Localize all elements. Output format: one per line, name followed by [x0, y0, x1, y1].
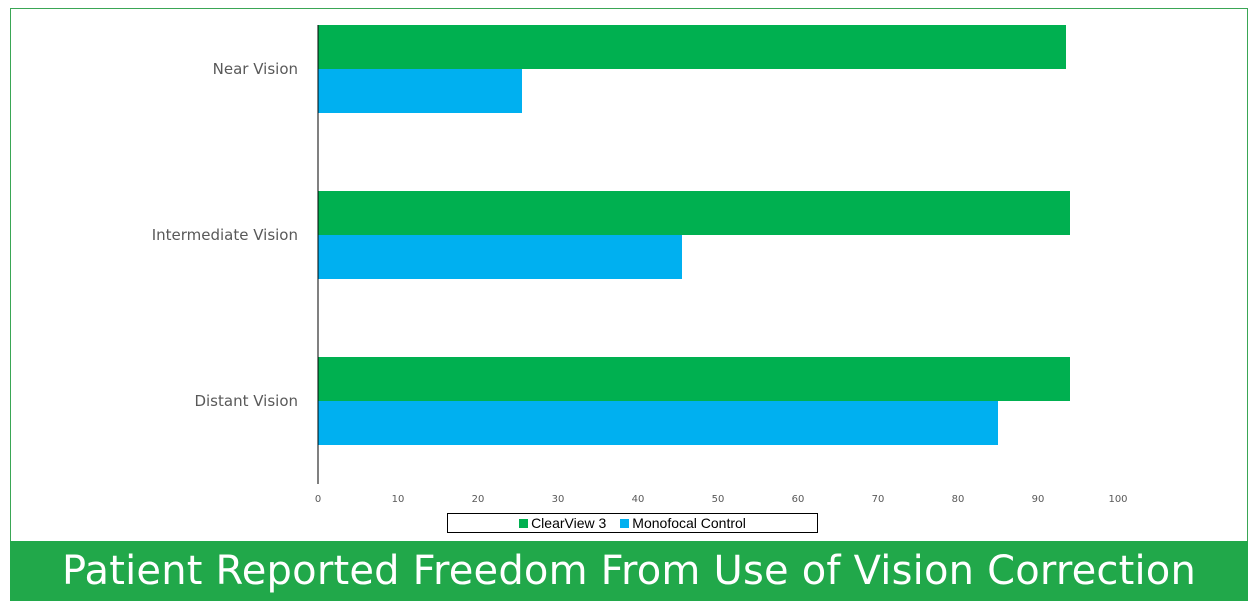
x-tick-label: 40 [632, 494, 645, 505]
title-banner: Patient Reported Freedom From Use of Vis… [10, 541, 1248, 601]
bar-clearview-1 [318, 191, 1070, 235]
bar-clearview-2 [318, 357, 1070, 401]
category-labels: Near Vision Intermediate Vision Distant Vi… [152, 60, 298, 410]
x-tick-label: 30 [552, 494, 565, 505]
chart-legend: ClearView 3 Monofocal Control [447, 513, 818, 533]
legend-swatch-clearview [519, 518, 529, 528]
legend-swatch-monofocal [620, 518, 630, 528]
x-tick-label: 10 [392, 494, 405, 505]
legend-label-monofocal: Monofocal Control [632, 515, 746, 531]
bar-monofocal-1 [318, 235, 682, 279]
x-axis-tick-labels: 0 10 20 30 40 50 60 70 80 90 100 [315, 494, 1128, 505]
x-tick-label: 70 [872, 494, 885, 505]
x-tick-label: 50 [712, 494, 725, 505]
chart-frame [10, 8, 1248, 541]
bar-monofocal-2 [318, 401, 998, 445]
x-tick-label: 80 [952, 494, 965, 505]
bar-monofocal-0 [318, 69, 522, 113]
category-label: Intermediate Vision [152, 226, 298, 244]
bars-layer [318, 25, 1070, 445]
legend-item-clearview: ClearView 3 [519, 515, 606, 531]
x-tick-label: 0 [315, 494, 321, 505]
legend-label-clearview: ClearView 3 [531, 515, 607, 531]
x-tick-label: 60 [792, 494, 805, 505]
category-label: Near Vision [213, 60, 298, 78]
chart-title: Patient Reported Freedom From Use of Vis… [61, 548, 1197, 594]
bar-chart: Near Vision Intermediate Vision Distant Vi… [152, 25, 1128, 505]
x-tick-label: 100 [1108, 494, 1127, 505]
x-tick-label: 20 [472, 494, 485, 505]
bar-clearview-0 [318, 25, 1066, 69]
legend-item-monofocal: Monofocal Control [620, 515, 746, 531]
category-label: Distant Vision [194, 392, 298, 410]
x-tick-label: 90 [1032, 494, 1045, 505]
